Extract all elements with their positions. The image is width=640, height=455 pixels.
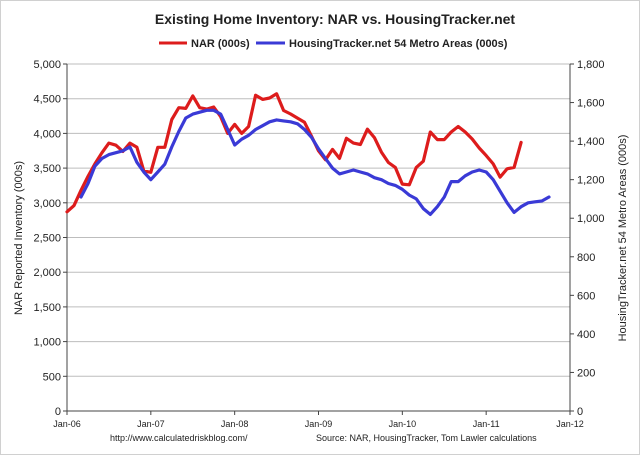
right-axis-ticks: 0 200 400 600 800 1,000 1,200 1,400 1,600 1,800: [570, 59, 605, 418]
left-axis-ticks: 0 500 1,000 1,500 2,000 2,500 3,000 3,500 4,000 4…: [33, 59, 67, 418]
right-tick-label: 200: [577, 367, 595, 379]
right-tick-label: 600: [577, 290, 595, 302]
left-tick-label: 1,000: [33, 337, 61, 349]
left-tick-label: 5,000: [33, 59, 61, 71]
x-axis-ticks: Jan-06 Jan-07 Jan-08 Jan-09 Jan-10 Jan-11 Jan-…: [53, 411, 584, 429]
x-tick-label: Jan-11: [473, 419, 500, 429]
legend-label-housingtracker: HousingTracker.net 54 Metro Areas (000s): [289, 38, 508, 50]
gridlines: [67, 63, 570, 377]
x-tick-label: Jan-09: [305, 419, 333, 429]
legend: NAR (000s) HousingTracker.net 54 Metro A…: [159, 38, 508, 50]
right-tick-label: 1,600: [577, 98, 605, 110]
right-tick-label: 1,400: [577, 136, 605, 148]
right-tick-label: 400: [577, 329, 595, 341]
left-tick-label: 500: [43, 371, 61, 383]
left-tick-label: 2,500: [33, 233, 61, 245]
series-line-nar: [65, 92, 523, 214]
right-tick-label: 0: [577, 406, 583, 418]
left-tick-label: 2,000: [33, 267, 61, 279]
series-lines: [65, 92, 551, 216]
right-axis-label: HousingTracker.net 54 Metro Areas (000s): [617, 135, 629, 342]
left-tick-label: 4,500: [33, 94, 61, 106]
footer-url: http://www.calculatedriskblog.com/: [110, 433, 248, 443]
x-tick-label: Jan-10: [389, 419, 417, 429]
right-tick-label: 1,000: [577, 213, 605, 225]
series-line-housingtracker: [79, 108, 551, 216]
x-tick-label: Jan-08: [221, 419, 249, 429]
footer-source: Source: NAR, HousingTracker, Tom Lawler …: [316, 433, 537, 443]
left-tick-label: 1,500: [33, 302, 61, 314]
chart-title: Existing Home Inventory: NAR vs. Housing…: [155, 11, 516, 27]
left-tick-label: 4,000: [33, 128, 61, 140]
right-tick-label: 1,200: [577, 175, 605, 187]
legend-label-nar: NAR (000s): [191, 38, 250, 50]
x-tick-label: Jan-07: [137, 419, 165, 429]
left-axis-label: NAR Reported Inventory (000s): [13, 161, 25, 315]
right-tick-label: 800: [577, 252, 595, 264]
left-tick-label: 3,500: [33, 163, 61, 175]
x-tick-label: Jan-06: [53, 419, 81, 429]
left-tick-label: 0: [55, 406, 61, 418]
right-tick-label: 1,800: [577, 59, 605, 71]
x-tick-label: Jan-12: [556, 419, 584, 429]
left-tick-label: 3,000: [33, 198, 61, 210]
